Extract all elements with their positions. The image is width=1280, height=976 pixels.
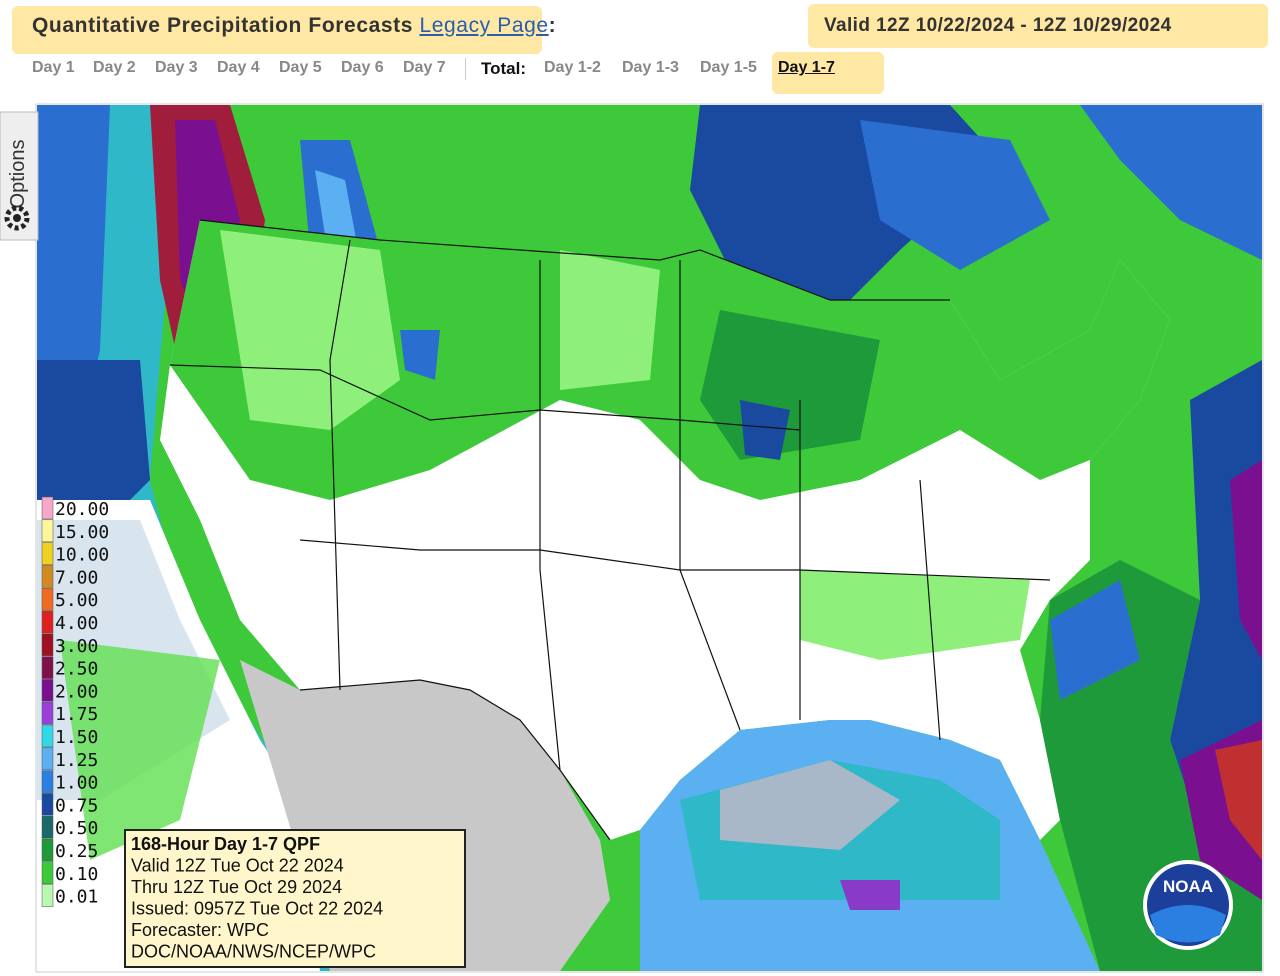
legend-label: 1.25 [55, 750, 98, 771]
total-tab[interactable]: Day 1-5 [700, 59, 757, 76]
legend-label: 2.00 [55, 681, 98, 702]
legend-swatch [41, 679, 54, 702]
info-line: DOC/NOAA/NWS/NCEP/WPC [131, 942, 376, 962]
day-tab[interactable]: Day 7 [403, 59, 446, 76]
total-label: Total: [481, 59, 527, 78]
legend-label: 15.00 [55, 522, 109, 543]
legend-label: 0.10 [55, 864, 98, 885]
legend-swatch [41, 519, 54, 543]
legend-swatch [41, 496, 54, 520]
legend-swatch [41, 701, 54, 725]
highlight [12, 6, 542, 54]
legend-label: 1.50 [55, 727, 98, 748]
info-line: Valid 12Z Tue Oct 22 2024 [131, 856, 344, 876]
gear-hub [13, 214, 21, 222]
separator [465, 58, 466, 80]
legend-label: 0.25 [55, 841, 98, 862]
legend-swatch [41, 724, 54, 748]
legend-label: 0.01 [55, 887, 98, 908]
legend-swatch [41, 633, 54, 657]
legend-swatch [41, 815, 54, 839]
map: Options 20.0015.0010.007.005.004.003.002… [0, 103, 1264, 973]
info-line: Thru 12Z Tue Oct 29 2024 [131, 877, 342, 897]
legend-label: 0.50 [55, 818, 98, 839]
day-tab[interactable]: Day 5 [279, 59, 322, 76]
day-tab[interactable]: Day 3 [155, 59, 198, 76]
options-tab[interactable]: Options [0, 111, 39, 241]
legend: 20.0015.0010.007.005.004.003.002.502.001… [41, 496, 109, 908]
total-tab[interactable]: Day 1-7 [778, 59, 835, 76]
legend-swatch [41, 542, 54, 565]
legend-label: 5.00 [55, 590, 98, 611]
noaa-logo: NOAA [1143, 860, 1233, 950]
day-tab[interactable]: Day 2 [93, 59, 136, 76]
legend-label: 20.00 [55, 499, 109, 520]
total-tab[interactable]: Day 1-2 [544, 59, 601, 76]
legend-swatch [41, 747, 54, 771]
highlight [772, 52, 884, 94]
legend-swatch [41, 656, 54, 679]
legend-label: 4.00 [55, 613, 98, 634]
options-label: Options [7, 140, 29, 209]
title-text: Quantitative Precipitation Forecasts [32, 14, 414, 37]
day-tab[interactable]: Day 4 [217, 59, 260, 76]
info-line: Issued: 0957Z Tue Oct 22 2024 [131, 899, 383, 919]
info-line: Forecaster: WPC [131, 920, 269, 940]
gear-icon [4, 205, 30, 231]
legend-label: 3.00 [55, 636, 98, 657]
legend-swatch [41, 838, 54, 862]
legend-label: 7.00 [55, 567, 98, 588]
day-tab[interactable]: Day 6 [341, 59, 384, 76]
map-layers [37, 105, 1262, 971]
legend-label: 10.00 [55, 545, 109, 566]
legend-swatch [41, 610, 54, 634]
legacy-link[interactable]: Legacy Page [419, 14, 549, 37]
logo-text: NOAA [1163, 877, 1213, 896]
page-title: Quantitative Precipitation Forecasts Leg… [32, 14, 556, 38]
info-line: 168-Hour Day 1-7 QPF [131, 834, 320, 854]
valid-range: Valid 12Z 10/22/2024 - 12Z 10/29/2024 [824, 15, 1172, 36]
legend-label: 1.00 [55, 773, 98, 794]
legend-label: 1.75 [55, 704, 98, 725]
colon: : [548, 14, 557, 37]
legend-swatch [41, 793, 54, 816]
day-tab[interactable]: Day 1 [32, 59, 75, 76]
legend-swatch [41, 861, 54, 885]
highlight [808, 4, 1268, 48]
legend-label: 0.75 [55, 795, 98, 816]
legend-swatch [41, 884, 54, 907]
map-frame [35, 103, 1264, 973]
legend-label: 2.50 [55, 659, 98, 680]
legend-swatch [41, 565, 54, 588]
info-box [124, 829, 466, 968]
legend-swatch [41, 587, 54, 611]
total-tab[interactable]: Day 1-3 [622, 59, 679, 76]
legend-swatch [41, 770, 54, 793]
